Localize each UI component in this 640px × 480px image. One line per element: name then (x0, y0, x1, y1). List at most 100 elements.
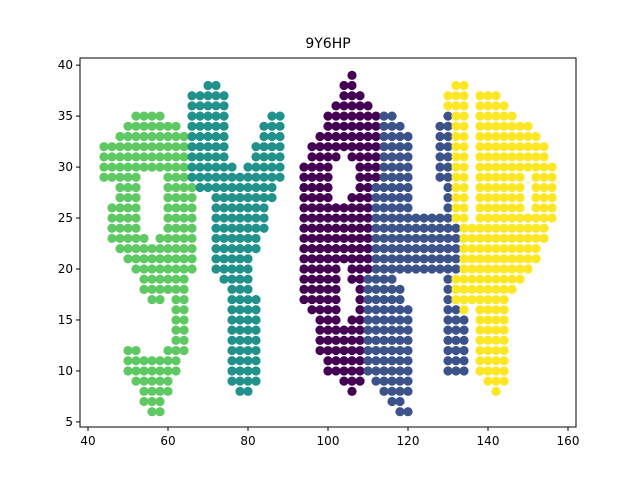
data-point (187, 193, 197, 203)
data-point (235, 193, 245, 203)
data-point (363, 111, 373, 121)
data-point (163, 264, 173, 274)
data-point (315, 152, 325, 162)
data-point (163, 131, 173, 142)
data-point (371, 366, 381, 376)
data-point (387, 335, 397, 345)
data-point (115, 233, 125, 244)
data-point (499, 111, 509, 121)
data-point (171, 152, 181, 162)
data-point (483, 284, 493, 294)
data-point (371, 264, 381, 274)
data-point (307, 305, 317, 315)
data-point (411, 244, 421, 254)
data-point (131, 162, 141, 172)
data-point (115, 182, 125, 193)
data-point (251, 335, 261, 345)
data-point (131, 172, 141, 182)
data-point (443, 131, 453, 142)
data-point (299, 223, 309, 233)
data-point (491, 131, 501, 142)
data-point (211, 244, 221, 254)
data-point (355, 366, 365, 376)
data-point (147, 264, 157, 274)
data-point (251, 203, 261, 213)
data-point (395, 366, 405, 376)
data-point (155, 356, 165, 366)
data-point (131, 142, 141, 152)
data-point (107, 152, 117, 162)
data-point (499, 294, 509, 305)
data-point (475, 233, 485, 244)
data-point (115, 152, 125, 162)
data-point (355, 121, 365, 131)
data-point (275, 162, 285, 172)
data-point (547, 182, 557, 193)
data-point (443, 233, 453, 244)
data-point (131, 376, 141, 386)
data-point (371, 356, 381, 366)
data-point (379, 294, 389, 305)
data-point (371, 193, 381, 203)
data-point (155, 131, 165, 142)
data-point (395, 294, 405, 305)
data-point (459, 203, 469, 213)
data-point (195, 152, 205, 162)
data-point (299, 203, 309, 213)
data-point (459, 91, 469, 101)
data-point (179, 274, 189, 284)
data-point (443, 264, 453, 274)
data-point (395, 315, 405, 325)
data-point (267, 111, 277, 121)
data-point (371, 315, 381, 325)
data-point (179, 203, 189, 213)
data-point (355, 172, 365, 182)
data-point (227, 366, 237, 376)
data-point (443, 294, 453, 305)
data-point (483, 315, 493, 325)
data-point (363, 182, 373, 193)
data-point (371, 213, 381, 223)
data-point (243, 244, 253, 254)
data-point (387, 233, 397, 244)
data-point (363, 254, 373, 264)
data-point (483, 111, 493, 121)
data-point (315, 335, 325, 345)
data-point (443, 91, 453, 101)
data-point (499, 254, 509, 264)
data-point (195, 182, 205, 193)
data-point (163, 213, 173, 223)
data-point (387, 142, 397, 152)
data-point (547, 213, 557, 223)
data-point (107, 172, 117, 182)
data-point (379, 284, 389, 294)
data-point (491, 142, 501, 152)
data-point (435, 172, 445, 182)
data-point (363, 345, 373, 356)
data-point (163, 223, 173, 233)
data-point (347, 356, 357, 366)
data-point (379, 305, 389, 315)
data-point (451, 356, 461, 366)
data-point (267, 162, 277, 172)
data-point (499, 335, 509, 345)
data-point (331, 121, 341, 131)
data-point (395, 182, 405, 193)
x-tick-label: 60 (160, 434, 175, 448)
data-point (443, 325, 453, 335)
data-point (499, 274, 509, 284)
data-point (443, 182, 453, 193)
y-axis: 5 10 15 20 25 30 35 40 (58, 58, 80, 429)
data-point (379, 254, 389, 264)
data-point (203, 172, 213, 182)
data-point (235, 356, 245, 366)
data-point (339, 213, 349, 223)
data-point (339, 325, 349, 335)
data-point (355, 264, 365, 274)
data-point (523, 162, 533, 172)
data-point (435, 233, 445, 244)
data-point (371, 244, 381, 254)
data-point (347, 233, 357, 244)
data-point (531, 142, 541, 152)
